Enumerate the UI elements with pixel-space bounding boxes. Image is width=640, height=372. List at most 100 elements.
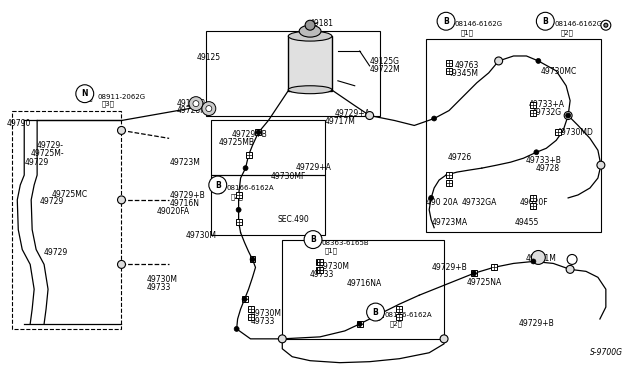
Text: B: B xyxy=(372,308,378,317)
Bar xyxy=(236,219,241,225)
Text: 49790: 49790 xyxy=(6,119,31,128)
Bar xyxy=(288,36,332,91)
Text: （3）: （3） xyxy=(102,101,115,107)
Circle shape xyxy=(202,102,216,116)
Bar xyxy=(376,311,383,317)
Text: 49729: 49729 xyxy=(24,158,49,167)
Bar xyxy=(317,267,323,273)
Text: 49345M: 49345M xyxy=(448,69,479,78)
Text: N: N xyxy=(81,89,88,98)
Text: 49730M: 49730M xyxy=(186,231,217,240)
Circle shape xyxy=(564,112,572,119)
Bar xyxy=(531,102,536,108)
Text: 49455: 49455 xyxy=(515,218,539,227)
Bar xyxy=(316,267,322,273)
Circle shape xyxy=(597,161,605,169)
Bar xyxy=(316,259,322,265)
Circle shape xyxy=(256,130,261,135)
Bar xyxy=(250,256,255,262)
Bar xyxy=(446,172,452,178)
Text: SEC.490: SEC.490 xyxy=(277,215,309,224)
Text: 08363-6165B: 08363-6165B xyxy=(322,240,370,246)
Bar xyxy=(248,306,253,312)
Text: Ⓑ: Ⓑ xyxy=(544,21,549,30)
Bar xyxy=(211,121,325,175)
Circle shape xyxy=(209,176,227,194)
Bar xyxy=(246,152,252,158)
Circle shape xyxy=(472,271,476,276)
Bar xyxy=(491,264,497,270)
Bar xyxy=(248,314,253,320)
Circle shape xyxy=(429,195,434,201)
Text: B: B xyxy=(443,17,449,26)
Text: 49733+B: 49733+B xyxy=(525,156,561,165)
Text: 49730MD: 49730MD xyxy=(556,128,593,137)
Circle shape xyxy=(367,303,385,321)
Circle shape xyxy=(234,327,239,331)
Text: （1）: （1） xyxy=(325,247,338,254)
Text: 49729+B: 49729+B xyxy=(232,131,268,140)
Bar xyxy=(531,195,536,201)
Circle shape xyxy=(536,12,554,30)
Bar xyxy=(282,240,444,339)
Bar xyxy=(211,175,325,235)
Circle shape xyxy=(601,20,611,30)
Text: 490 20A: 490 20A xyxy=(426,198,458,207)
Text: 49730M: 49730M xyxy=(319,262,350,272)
Text: Ⓝ: Ⓝ xyxy=(88,94,92,103)
Circle shape xyxy=(431,116,436,121)
Circle shape xyxy=(118,126,125,134)
Circle shape xyxy=(236,207,241,212)
Ellipse shape xyxy=(288,31,332,41)
Circle shape xyxy=(566,265,574,273)
Circle shape xyxy=(357,321,362,327)
Bar xyxy=(446,180,452,186)
Text: B: B xyxy=(543,17,548,26)
Text: 49020FA: 49020FA xyxy=(156,207,189,216)
Bar xyxy=(446,60,452,66)
Circle shape xyxy=(365,112,374,119)
Text: B: B xyxy=(310,235,316,244)
Circle shape xyxy=(440,335,448,343)
Circle shape xyxy=(189,97,203,110)
Bar xyxy=(531,110,536,116)
Text: 49717M: 49717M xyxy=(325,116,356,125)
Text: 49733+A: 49733+A xyxy=(529,100,564,109)
Circle shape xyxy=(206,106,212,112)
Text: 49730M: 49730M xyxy=(147,275,177,284)
Circle shape xyxy=(278,335,286,343)
Bar xyxy=(236,192,241,198)
Text: 49729: 49729 xyxy=(44,247,68,257)
Text: 49733: 49733 xyxy=(147,283,171,292)
Circle shape xyxy=(536,58,541,63)
Bar xyxy=(426,39,601,232)
Text: 49725NA: 49725NA xyxy=(467,278,502,287)
Text: （2）: （2） xyxy=(230,193,244,199)
Circle shape xyxy=(118,260,125,268)
Text: Ⓑ: Ⓑ xyxy=(445,21,450,30)
Bar xyxy=(356,321,363,327)
Text: 08911-2062G: 08911-2062G xyxy=(98,94,146,100)
Text: 49730MF: 49730MF xyxy=(270,172,306,181)
Circle shape xyxy=(304,231,322,248)
Bar xyxy=(396,306,403,312)
Text: 49791M: 49791M xyxy=(525,254,556,263)
Text: 08166-6162A: 08166-6162A xyxy=(227,185,275,191)
Text: 49729+B: 49729+B xyxy=(169,191,205,200)
Bar xyxy=(446,68,452,74)
Bar xyxy=(556,129,561,135)
Text: 49723MA: 49723MA xyxy=(431,218,467,227)
Text: （2）: （2） xyxy=(390,320,403,327)
Text: 49125P: 49125P xyxy=(177,99,206,108)
Text: （2）: （2） xyxy=(560,29,573,36)
Text: Ⓑ: Ⓑ xyxy=(312,240,317,248)
Text: 49733: 49733 xyxy=(310,270,335,279)
Circle shape xyxy=(604,23,608,27)
Text: 49020F: 49020F xyxy=(520,198,548,207)
Bar xyxy=(255,129,262,135)
Bar xyxy=(12,110,122,329)
Text: 49725M-: 49725M- xyxy=(30,149,64,158)
Text: 49125: 49125 xyxy=(197,53,221,62)
Text: S-9700G: S-9700G xyxy=(589,348,623,357)
Circle shape xyxy=(437,12,455,30)
